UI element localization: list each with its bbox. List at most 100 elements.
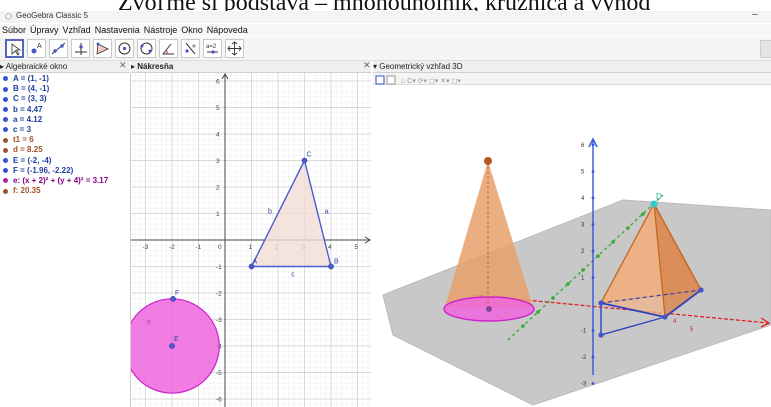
axes-toggle-icon[interactable]: [375, 75, 385, 85]
algebra-item[interactable]: F = (-1.96, -2.22): [3, 166, 73, 175]
reflect-tool-icon[interactable]: [181, 39, 200, 58]
algebra-item[interactable]: a = 4.12: [3, 115, 42, 124]
z-tick-dot: [591, 143, 595, 147]
algebra-item[interactable]: d = 8.25: [3, 145, 43, 154]
z-tick-dot: [591, 170, 595, 173]
segment-label: b: [268, 209, 272, 216]
vertex-point[interactable]: [698, 287, 704, 293]
move-view-tool-icon[interactable]: [225, 39, 244, 58]
menu-item-nastavenia[interactable]: Nastavenia: [94, 25, 140, 35]
y-axis-tick: [581, 268, 585, 272]
move-tool-icon[interactable]: [5, 39, 24, 58]
algebra-item[interactable]: f: 20.35: [3, 186, 41, 195]
algebra-item[interactable]: c = 3: [3, 125, 31, 134]
visibility-dot-icon[interactable]: [3, 178, 8, 184]
line-tool-icon[interactable]: [49, 39, 68, 58]
grid-toggle-icon[interactable]: [386, 75, 396, 85]
algebra-panel-title: Algebraické okno: [5, 62, 68, 71]
z-tick-label: -3: [581, 382, 587, 388]
point-a[interactable]: [248, 263, 255, 270]
collapse-arrow-icon[interactable]: ▸: [0, 62, 5, 71]
vertex-point[interactable]: [662, 314, 668, 320]
point-tool-icon[interactable]: A: [27, 39, 46, 58]
y-tick-label: 4: [216, 132, 220, 139]
visibility-dot-icon[interactable]: [3, 106, 8, 112]
y-axis-3d: [507, 194, 664, 341]
menu-item-nástroje[interactable]: Nástroje: [143, 25, 178, 35]
point-b[interactable]: [328, 263, 334, 270]
visibility-dot-icon[interactable]: [3, 96, 8, 102]
cone-body[interactable]: [445, 161, 533, 307]
point-d[interactable]: [650, 200, 658, 208]
z-tick-dot: [591, 329, 595, 332]
menu-item-úpravy[interactable]: Úpravy: [30, 25, 59, 35]
algebra-item-text: A = (1, -1): [13, 74, 49, 83]
title-bar: [0, 11, 771, 23]
algebra-item[interactable]: B = (4, -1): [3, 84, 49, 93]
z-tick-label: 2: [581, 249, 585, 255]
visibility-dot-icon[interactable]: [3, 157, 8, 163]
collapse-arrow-icon[interactable]: ▸: [131, 62, 136, 71]
y-tick-label: -1: [216, 264, 222, 271]
visibility-dot-icon[interactable]: [3, 117, 8, 123]
x-tick-label: -3: [143, 244, 149, 251]
z-tick-label: 6: [581, 143, 585, 149]
visibility-dot-icon[interactable]: [3, 137, 8, 143]
point-label: B: [334, 259, 339, 266]
angle-tool-icon[interactable]: [159, 39, 178, 58]
perpendicular-tool-icon[interactable]: [71, 39, 90, 58]
menu-item-vzhľad[interactable]: Vzhľad: [62, 25, 91, 35]
visibility-dot-icon[interactable]: [3, 188, 8, 194]
x-tick-label: 0: [218, 244, 222, 251]
visibility-dot-icon[interactable]: [3, 147, 8, 153]
view-options-icon[interactable]: ⌂ C▾ ⟳▾ ◻▾ ✕▾ ◻▾: [401, 78, 461, 85]
z-tick-dot: [591, 223, 595, 226]
menu-item-súbor[interactable]: Súbor: [2, 25, 27, 35]
cone-apex-point[interactable]: [484, 157, 492, 165]
x-tick-label: 4: [673, 319, 677, 325]
graphics3d-panel-title: Geometrický vzhľad 3D: [379, 62, 463, 71]
visibility-dot-icon[interactable]: [3, 127, 8, 133]
visibility-dot-icon[interactable]: [3, 168, 8, 174]
point-f[interactable]: [170, 295, 176, 302]
minimize-button[interactable]: –: [752, 9, 758, 20]
cone-center-point[interactable]: [486, 306, 492, 312]
algebra-item-text: e: (x + 2)² + (y + 4)² = 3.17: [13, 176, 109, 185]
algebra-panel-header: ▸ Algebraické okno: [0, 61, 130, 73]
z-tick-label: -1: [581, 329, 587, 335]
visibility-dot-icon[interactable]: [3, 76, 8, 82]
segment-a[interactable]: [303, 160, 332, 267]
algebra-item[interactable]: e: (x + 2)² + (y + 4)² = 3.17: [3, 176, 108, 185]
segment-label: c: [291, 272, 295, 279]
circle-tool-icon[interactable]: [115, 39, 134, 58]
visibility-dot-icon[interactable]: [3, 86, 8, 92]
polygon-tool-icon[interactable]: [93, 39, 112, 58]
close-algebra-icon[interactable]: ✕: [119, 60, 127, 70]
point-c[interactable]: [301, 157, 308, 164]
algebra-item[interactable]: A = (1, -1): [3, 74, 49, 83]
algebra-item[interactable]: E = (-2, -4): [3, 156, 51, 165]
graphics3d-style-bar: ⌂ C▾ ⟳▾ ◻▾ ✕▾ ◻▾: [373, 73, 771, 85]
x-tick-label: -1: [196, 244, 202, 251]
collapse-arrow-icon[interactable]: ▾: [373, 62, 378, 71]
algebra-item[interactable]: C = (3, 3): [3, 94, 47, 103]
algebra-item[interactable]: t1 = 6: [3, 135, 34, 144]
circle-3pt-tool-icon[interactable]: [137, 39, 156, 58]
graphics-view-3d[interactable]: 6 5 4 3 2 1 -1 -2 -3 D 4 5: [373, 85, 771, 407]
close-graphics-icon[interactable]: ✕: [363, 60, 371, 70]
z-tick-dot: [591, 249, 595, 253]
menu-item-okno[interactable]: Okno: [181, 25, 203, 35]
vertex-point[interactable]: [598, 300, 604, 306]
point-e[interactable]: [169, 343, 175, 349]
segment-b[interactable]: [250, 160, 306, 267]
app-title: GeoGebra Classic 5: [16, 11, 89, 20]
circle-e[interactable]: [131, 298, 220, 394]
algebra-item-text: b = 4.47: [13, 104, 43, 114]
algebra-item[interactable]: b = 4.47: [3, 105, 43, 114]
toolbar-overflow-button[interactable]: [760, 40, 771, 58]
vertex-point[interactable]: [598, 332, 604, 338]
z-tick-dot: [591, 196, 595, 200]
menu-item-nápoveda[interactable]: Nápoveda: [206, 25, 248, 35]
slider-tool-icon[interactable]: a=2: [203, 39, 222, 58]
